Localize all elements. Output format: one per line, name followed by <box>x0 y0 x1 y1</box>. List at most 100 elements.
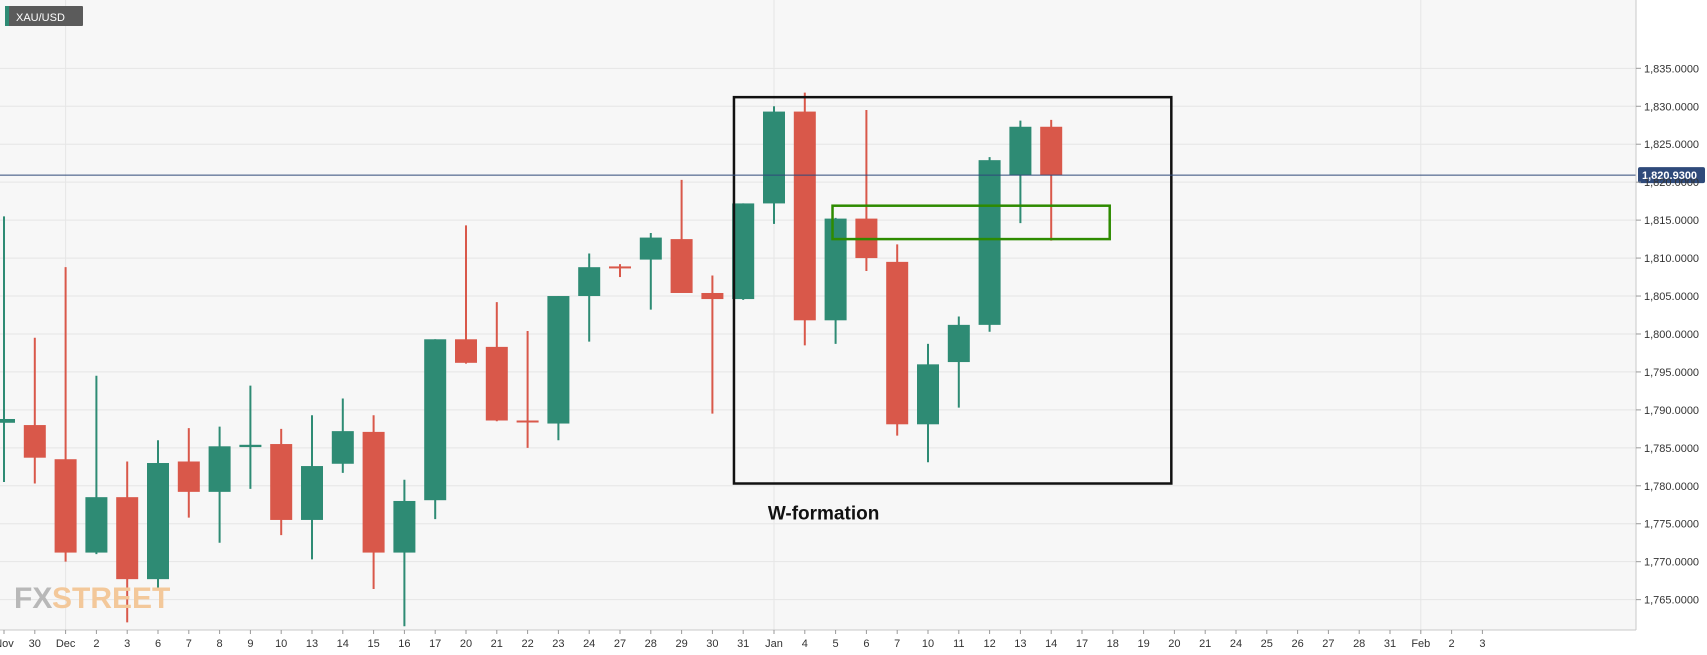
candle-body <box>547 296 570 424</box>
candle-body <box>270 444 293 520</box>
x-tick-label: 11 <box>953 638 964 650</box>
bullish-candle <box>0 216 15 482</box>
x-tick-label: 14 <box>337 638 349 650</box>
x-tick-label: 2 <box>1449 638 1455 650</box>
x-tick-label: 26 <box>1291 638 1303 650</box>
x-tick-label: 17 <box>1076 638 1088 650</box>
x-tick-label: 20 <box>460 638 472 650</box>
candle-body <box>54 459 77 553</box>
x-tick-label: 7 <box>186 638 192 650</box>
bullish-candle <box>424 339 447 520</box>
candles <box>0 92 1063 627</box>
candle-body <box>578 267 601 297</box>
x-tick-label: 19 <box>1137 638 1149 650</box>
x-tick-label: 8 <box>217 638 223 650</box>
x-tick-label: 3 <box>124 638 130 650</box>
y-tick-label: 1,835.0000 <box>1644 63 1699 75</box>
candle-body <box>639 237 662 260</box>
candle-body <box>609 266 631 269</box>
y-tick-label: 1,775.0000 <box>1644 519 1699 531</box>
bullish-candle <box>639 233 662 310</box>
y-tick-label: 1,790.0000 <box>1644 405 1699 417</box>
x-tick-label: 17 <box>429 638 441 650</box>
x-tick-label: 3 <box>1479 638 1485 650</box>
w-formation-box <box>732 95 1173 485</box>
bearish-candle <box>54 267 77 562</box>
candle-body <box>301 466 323 520</box>
x-tick-label: 25 <box>1261 638 1273 650</box>
candle-body <box>793 111 816 321</box>
candle-body <box>947 324 970 363</box>
x-tick-label: 13 <box>1014 638 1026 650</box>
x-tick-label: 5 <box>833 638 839 650</box>
candle-body <box>763 111 785 204</box>
candle-body <box>516 420 539 423</box>
w-formation-label: W-formation <box>768 504 880 525</box>
annotations: W-formation <box>732 95 1173 525</box>
candle-body <box>701 292 724 300</box>
x-tick-label: 28 <box>1353 638 1365 650</box>
bullish-candle <box>331 398 354 473</box>
axis-panel-bottom <box>0 630 1707 655</box>
x-tick-label: 4 <box>802 638 808 650</box>
x-tick-label: 27 <box>614 638 626 650</box>
bearish-candle <box>1040 119 1063 241</box>
y-tick-label: 1,810.0000 <box>1644 253 1699 265</box>
bearish-candle <box>270 428 293 536</box>
bullish-candle <box>393 479 416 627</box>
bullish-candle <box>732 203 755 300</box>
x-tick-label: 31 <box>1384 638 1396 650</box>
logo-fx: FX <box>14 582 52 615</box>
x-tick-label: 13 <box>306 638 318 650</box>
candle-body <box>239 444 262 448</box>
y-tick-label: 1,765.0000 <box>1644 595 1699 607</box>
x-tick-label: 6 <box>155 638 161 650</box>
bullish-candle <box>947 316 970 408</box>
bearish-candle <box>701 275 724 414</box>
symbol-badge[interactable]: XAU/USD <box>5 6 83 26</box>
x-tick-label: 23 <box>552 638 564 650</box>
candle-body <box>0 418 15 423</box>
candle-body <box>208 446 231 492</box>
y-tick-label: 1,815.0000 <box>1644 215 1699 227</box>
x-tick-label: 30 <box>706 638 718 650</box>
y-axis-ticks: 1,765.0000 1,770.0000 1,775.0000 1,780.0000… <box>1636 63 1699 607</box>
bullish-candle <box>917 343 939 463</box>
y-tick-label: 1,830.0000 <box>1644 101 1699 113</box>
bearish-candle <box>23 337 46 484</box>
x-tick-label: 21 <box>491 638 503 650</box>
bearish-candle <box>609 264 631 278</box>
x-tick-label: 14 <box>1045 638 1057 650</box>
x-tick-label: 16 <box>398 638 410 650</box>
x-tick-label: 6 <box>863 638 869 650</box>
x-tick-label: 20 <box>1168 638 1180 650</box>
y-tick-label: 1,800.0000 <box>1644 329 1699 341</box>
y-tick-label: 1,805.0000 <box>1644 291 1699 303</box>
x-axis-ticks: Nov30Dec23678910131415161720212223242728… <box>0 630 1485 650</box>
candle-body <box>485 346 508 421</box>
bearish-candle <box>670 179 693 293</box>
x-tick-label: 7 <box>894 638 900 650</box>
bullish-candle <box>208 426 231 543</box>
y-tick-label: 1,770.0000 <box>1644 557 1699 569</box>
x-tick-label: 18 <box>1107 638 1119 650</box>
candle-body <box>455 339 477 363</box>
y-tick-label: 1,780.0000 <box>1644 481 1699 493</box>
candle-body <box>886 261 909 425</box>
bearish-candle <box>793 92 816 346</box>
candle-body <box>917 364 939 425</box>
x-tick-label: 9 <box>247 638 253 650</box>
x-tick-label: 28 <box>645 638 657 650</box>
x-tick-label: 24 <box>583 638 595 650</box>
y-tick-label: 1,795.0000 <box>1644 367 1699 379</box>
y-tick-label: 1,825.0000 <box>1644 139 1699 151</box>
x-tick-label: Feb <box>1411 638 1430 650</box>
bullish-candle <box>147 440 169 591</box>
y-tick-label: 1,785.0000 <box>1644 443 1699 455</box>
bearish-candle <box>516 330 539 448</box>
candle-body <box>732 203 755 300</box>
x-tick-label: 30 <box>29 638 41 650</box>
bearish-candle <box>886 244 909 436</box>
candle-body <box>1009 126 1032 176</box>
